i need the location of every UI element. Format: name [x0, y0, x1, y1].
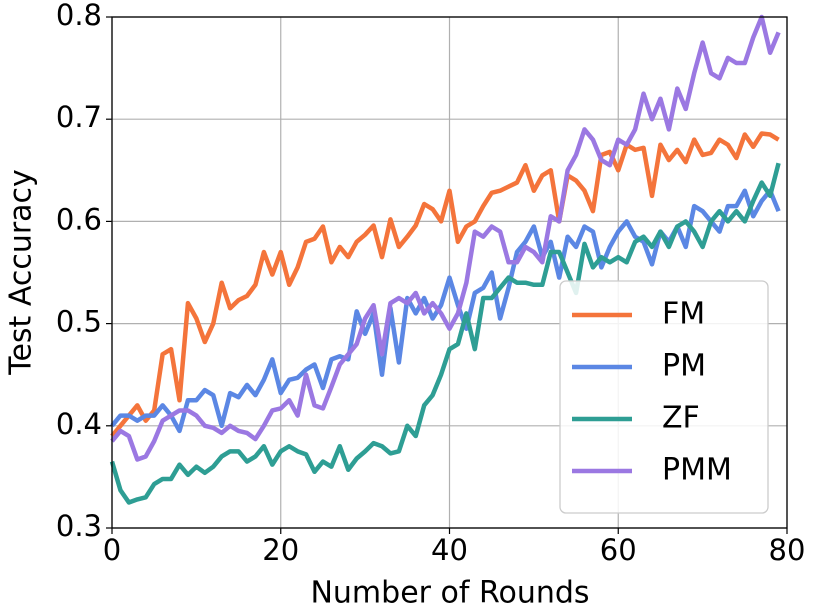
- series-line: [110, 131, 780, 438]
- y-axis-label: Test Accuracy: [4, 169, 39, 376]
- y-tick-label: 0.7: [56, 100, 102, 134]
- y-tick-label: 0.5: [56, 305, 102, 339]
- series-line: [109, 162, 781, 505]
- y-tick-label: 0.4: [56, 407, 102, 441]
- x-tick-label: 60: [600, 533, 637, 567]
- legend-label: FM: [662, 297, 705, 332]
- y-tick-label: 0.6: [56, 202, 102, 236]
- x-tick-label: 40: [431, 533, 468, 567]
- y-tick-label: 0.8: [56, 0, 102, 32]
- legend-box: [559, 280, 769, 514]
- x-tick-label: 20: [262, 533, 299, 567]
- legend-label: PMM: [662, 453, 732, 488]
- plot-frame: [111, 16, 788, 529]
- x-axis-label: Number of Rounds: [310, 576, 589, 610]
- y-tick-label: 0.3: [56, 509, 102, 543]
- x-tick-label: 0: [103, 533, 121, 567]
- x-tick-label: 80: [769, 533, 806, 567]
- legend-label: PM: [662, 349, 706, 384]
- series-line: [110, 14, 781, 462]
- legend-label: ZF: [662, 401, 700, 436]
